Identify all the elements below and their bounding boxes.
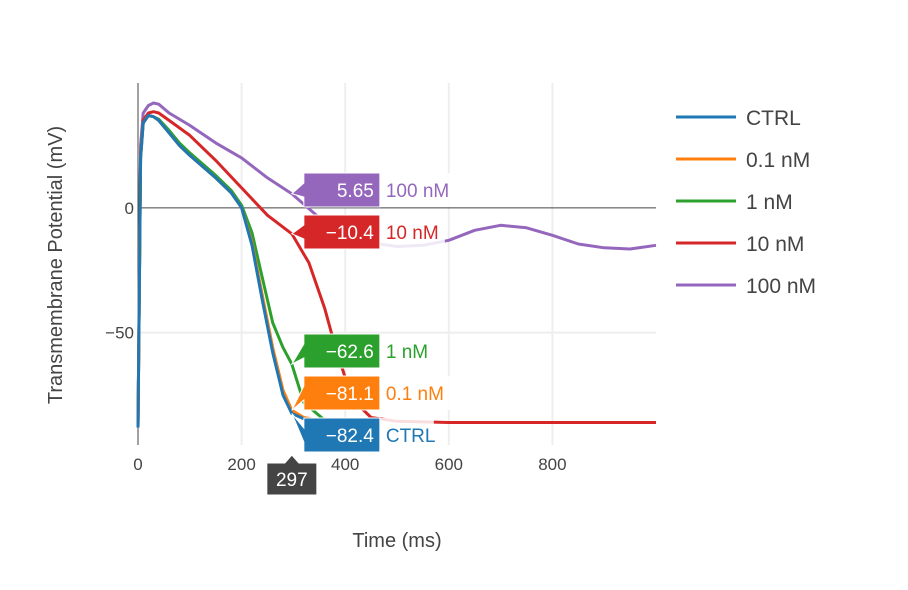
hover-name-bg (379, 376, 456, 410)
x-tick-label: 600 (435, 455, 463, 474)
hover-name-bg (379, 418, 434, 452)
series-line-10-nm[interactable] (136, 110, 656, 428)
plot-lines (136, 101, 657, 428)
hover-series-name: CTRL (386, 426, 436, 447)
hover-series-name: 10 nM (386, 223, 439, 244)
legend-label: CTRL (746, 107, 801, 130)
legend[interactable]: CTRL 0.1 nM 1 nM 10 nM 100 nM (676, 107, 816, 298)
hover-label: −82.4 CTRL (291, 413, 436, 453)
x-tick-label: 800 (538, 455, 566, 474)
hover-label: −81.1 0.1 nM (291, 375, 456, 411)
hover-value: 5.65 (337, 181, 374, 202)
legend-label: 10 nM (746, 233, 804, 256)
hover-name-bg (379, 173, 456, 207)
hover-series-name: 100 nM (386, 181, 449, 202)
legend-label: 0.1 nM (746, 149, 810, 172)
hover-x-box (266, 454, 318, 496)
hover-value: −10.4 (326, 223, 375, 244)
x-axis-title: Time (ms) (352, 530, 441, 552)
series-line-ctrl[interactable] (136, 114, 346, 428)
y-axis-ticks: 0 −50 (105, 199, 134, 343)
legend-item[interactable]: 0.1 nM (676, 149, 810, 172)
y-tick-label: −50 (105, 324, 134, 343)
legend-label: 100 nM (746, 275, 816, 298)
hover-value: −62.6 (326, 342, 374, 363)
y-tick-label: 0 (125, 199, 134, 218)
legend-label: 1 nM (746, 191, 793, 214)
hover-label: 5.65 100 nM (290, 172, 456, 208)
legend-item[interactable]: 100 nM (676, 275, 816, 298)
hover-value: −81.1 (326, 384, 374, 405)
hover-name-bg (379, 215, 445, 249)
hover-name-bg (379, 334, 434, 368)
hover-label: −10.4 10 nM (290, 214, 445, 250)
hover-x-label: 297 (266, 454, 318, 496)
hover-labels: 5.65 100 nM −10.4 10 nM −62.6 1 nM −81.1 0.1 nM… (266, 172, 456, 496)
x-axis-ticks: 0 200 400 600 800 (133, 455, 566, 474)
hover-series-name: 0.1 nM (386, 384, 444, 405)
x-tick-label: 0 (133, 455, 142, 474)
x-tick-label: 400 (331, 455, 359, 474)
hover-x-value: 297 (276, 470, 308, 491)
hover-label: −62.6 1 nM (290, 333, 434, 369)
hover-series-name: 1 nM (386, 342, 428, 363)
hover-value: −82.4 (326, 426, 375, 447)
x-tick-label: 200 (227, 455, 255, 474)
y-axis-title: Transmembrane Potential (mV) (45, 126, 67, 404)
legend-item[interactable]: CTRL (676, 107, 801, 130)
legend-item[interactable]: 1 nM (676, 191, 793, 214)
legend-item[interactable]: 10 nM (676, 233, 804, 256)
